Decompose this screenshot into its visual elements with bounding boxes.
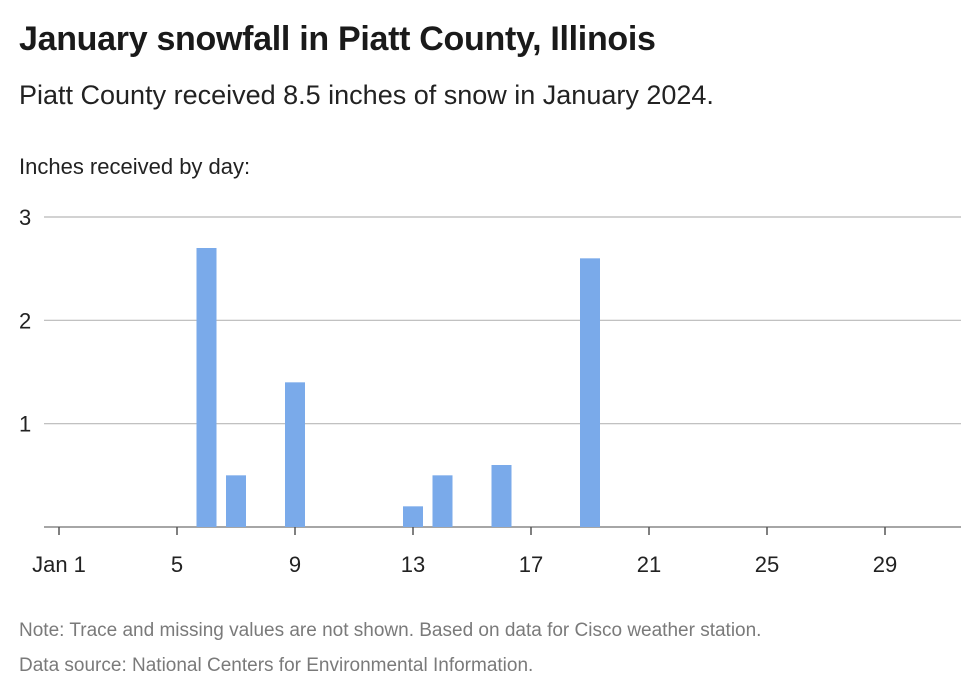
bar-jan-14	[432, 475, 453, 527]
y-tick-label: 3	[19, 205, 31, 230]
y-tick-label: 1	[19, 412, 31, 437]
data-source: Data source: National Centers for Enviro…	[19, 655, 534, 676]
bar-jan-16	[491, 465, 512, 527]
bar-jan-19	[580, 258, 600, 527]
x-tick-label: 9	[289, 552, 301, 577]
x-tick-label: 21	[637, 552, 661, 577]
x-tick-label: 25	[755, 552, 779, 577]
x-tick-label: 17	[519, 552, 543, 577]
y-axis-label: Inches received by day:	[19, 154, 251, 179]
x-tick-label: 29	[873, 552, 897, 577]
chart-title: January snowfall in Piatt County, Illino…	[19, 20, 656, 58]
y-tick-label: 2	[19, 308, 31, 333]
x-tick-label: Jan 1	[32, 552, 86, 577]
chart-subtitle: Piatt County received 8.5 inches of snow…	[19, 80, 714, 110]
bar-jan-13	[403, 506, 423, 527]
chart-note: Note: Trace and missing values are not s…	[19, 620, 762, 641]
bar-jan-9	[285, 382, 305, 527]
x-tick-label: 5	[171, 552, 183, 577]
x-tick-label: 13	[401, 552, 425, 577]
bar-jan-6	[196, 248, 217, 527]
bar-jan-7	[226, 475, 246, 527]
